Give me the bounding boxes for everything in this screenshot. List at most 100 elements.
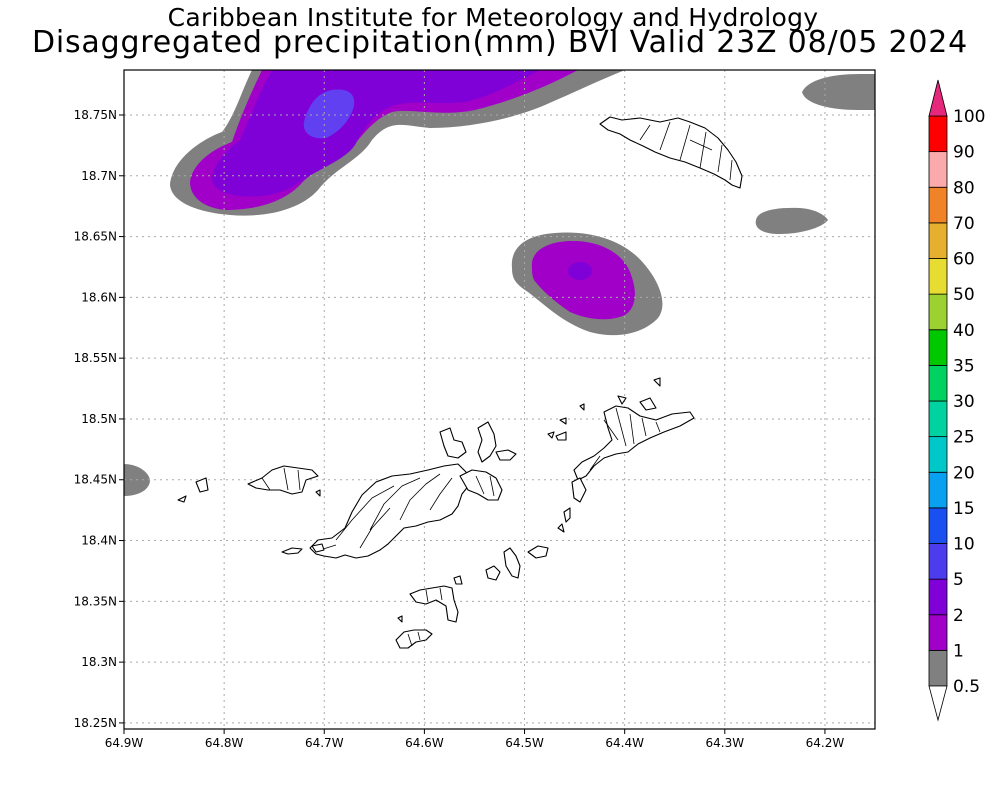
lat-tick-label: 18.6N bbox=[81, 290, 117, 304]
colorbar-swatch bbox=[928, 507, 948, 544]
lat-tick-label: 18.65N bbox=[74, 230, 117, 244]
colorbar-label: 15 bbox=[953, 499, 975, 519]
island-chain1 bbox=[557, 523, 565, 533]
lon-tick-label: 64.6W bbox=[405, 736, 444, 750]
lon-tick-label: 64.8W bbox=[205, 736, 244, 750]
colorbar-swatch bbox=[928, 578, 948, 616]
graticule bbox=[124, 70, 875, 729]
plot-area bbox=[124, 70, 875, 729]
colorbar-label: 25 bbox=[953, 428, 975, 448]
island-vg-south bbox=[571, 477, 587, 503]
precip-cell-2mm bbox=[568, 262, 592, 280]
lon-tick-label: 64.4W bbox=[605, 736, 644, 750]
colorbar-swatch bbox=[928, 614, 948, 651]
colorbar-swatch bbox=[928, 186, 948, 224]
colorbar-swatch bbox=[928, 436, 948, 473]
island-jost-van-dyke bbox=[247, 465, 319, 495]
island-beef bbox=[459, 469, 503, 501]
island-norman bbox=[395, 629, 433, 649]
island-norman-small bbox=[397, 615, 403, 623]
lat-tick-label: 18.35N bbox=[74, 594, 117, 608]
colorbar-swatch bbox=[928, 364, 948, 402]
island-chain2 bbox=[563, 507, 571, 523]
colorbar-label: 1 bbox=[953, 641, 964, 661]
lon-tick-label: 64.2W bbox=[806, 736, 845, 750]
island-thatch bbox=[281, 547, 303, 555]
island-vg-small4 bbox=[579, 403, 585, 411]
island-peter-small bbox=[453, 575, 463, 585]
island-tortola bbox=[309, 463, 471, 559]
figure-subtitle: Disaggregated precipitation(mm) BVI Vali… bbox=[31, 25, 969, 60]
islands bbox=[177, 116, 743, 649]
island-great-camanoe bbox=[477, 421, 497, 463]
lat-tick-label: 18.55N bbox=[74, 351, 117, 365]
island-vg-small1 bbox=[639, 397, 657, 411]
precip-band-5mm bbox=[303, 89, 355, 139]
colorbar-label: 40 bbox=[953, 321, 975, 341]
axes: 18.75N 18.7N 18.65N 18.6N 18.55N 18.5N 18.45N 1… bbox=[74, 108, 845, 750]
colorbar-swatch bbox=[928, 293, 948, 331]
lon-tick-label: 64.9W bbox=[105, 736, 144, 750]
island-vg-small6 bbox=[555, 431, 567, 441]
colorbar-swatch bbox=[928, 115, 948, 153]
precip-shading bbox=[124, 70, 875, 496]
lat-tick-label: 18.3N bbox=[81, 655, 117, 669]
island-vg-small3 bbox=[617, 395, 627, 405]
island-guana bbox=[439, 427, 467, 459]
lat-tick-label: 18.45N bbox=[74, 473, 117, 487]
island-small-west2 bbox=[177, 495, 187, 503]
colorbar-max-triangle bbox=[928, 79, 948, 117]
island-salt bbox=[503, 547, 521, 579]
colorbar-swatch bbox=[928, 222, 948, 259]
colorbar-min-triangle bbox=[928, 685, 948, 722]
colorbar-label: 70 bbox=[953, 214, 975, 234]
island-small-west1 bbox=[195, 477, 209, 493]
colorbar-label: 80 bbox=[953, 178, 975, 198]
lon-tick-label: 64.3W bbox=[706, 736, 745, 750]
lat-tick-label: 18.7N bbox=[81, 169, 117, 183]
island-cooper bbox=[485, 565, 501, 581]
lat-tick-label: 18.5N bbox=[81, 412, 117, 426]
colorbar-swatch bbox=[928, 400, 948, 438]
colorbar-swatch bbox=[928, 543, 948, 580]
colorbar-label: 30 bbox=[953, 392, 975, 412]
colorbar-swatch bbox=[928, 649, 948, 687]
colorbar-swatch bbox=[928, 329, 948, 366]
precip-band-2mm bbox=[212, 70, 540, 197]
precip-patch-east bbox=[802, 74, 875, 110]
colorbar-label: 20 bbox=[953, 463, 975, 483]
island-vg-small2 bbox=[653, 377, 661, 387]
island-vg-small5 bbox=[547, 431, 555, 439]
precip-patch-east2 bbox=[755, 207, 828, 234]
colorbar-label: 90 bbox=[953, 143, 975, 163]
lon-tick-label: 64.7W bbox=[305, 736, 344, 750]
island-scrub bbox=[495, 449, 517, 461]
precip-cell-1mm bbox=[531, 240, 635, 320]
figure-title: Caribbean Institute for Meteorology and … bbox=[167, 3, 819, 32]
colorbar-label: 5 bbox=[953, 570, 964, 590]
colorbar-label: 2 bbox=[953, 606, 964, 626]
plot-border bbox=[123, 69, 876, 730]
island-sw-small bbox=[311, 543, 325, 553]
lat-tick-label: 18.4N bbox=[81, 534, 117, 548]
island-anegada bbox=[599, 116, 743, 189]
colorbar-label: 10 bbox=[953, 535, 975, 555]
island-peter bbox=[409, 585, 459, 623]
colorbar-swatch bbox=[928, 151, 948, 188]
island-tortola-nw bbox=[315, 489, 321, 497]
colorbar-label: 35 bbox=[953, 356, 975, 376]
island-vg-small7 bbox=[559, 417, 567, 425]
lat-tick-label: 18.75N bbox=[74, 108, 117, 122]
colorbar-label: 100 bbox=[953, 107, 985, 127]
lat-tick-label: 18.25N bbox=[74, 716, 117, 730]
colorbar-label: 50 bbox=[953, 285, 975, 305]
lon-tick-label: 64.5W bbox=[505, 736, 544, 750]
colorbar-swatch bbox=[928, 471, 948, 509]
colorbar-label: 60 bbox=[953, 250, 975, 270]
colorbar-label: 0.5 bbox=[953, 677, 980, 697]
island-ginger bbox=[527, 545, 549, 559]
colorbar-swatch bbox=[928, 258, 948, 295]
